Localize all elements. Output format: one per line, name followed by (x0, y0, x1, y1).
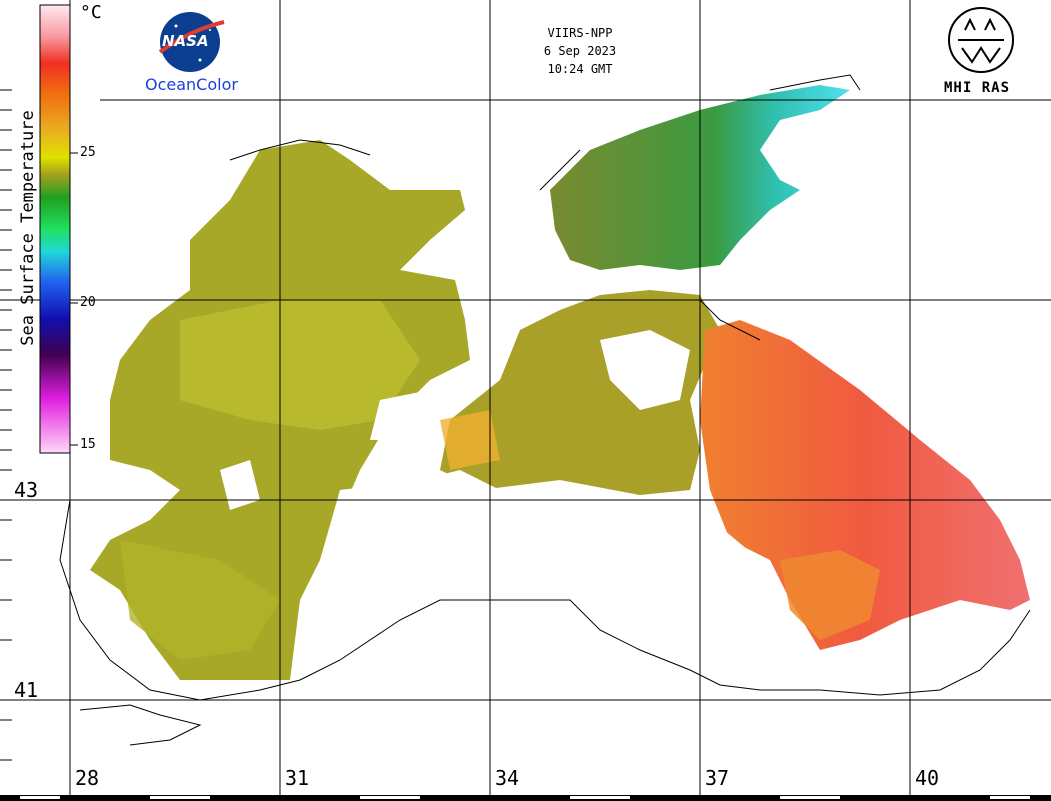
lat-label-43: 43 (14, 478, 39, 502)
satellite-label: VIIRS-NPP (547, 26, 613, 40)
colorbar-title: Sea Surface Temperature (18, 110, 38, 346)
cloud-mask (220, 330, 760, 610)
nasa-logo (158, 12, 225, 72)
nasa-text: NASA (162, 32, 209, 50)
colorbar-tick-20: 20 (80, 295, 96, 310)
time-label: 10:24 GMT (547, 62, 613, 76)
oceancolor-label: OceanColor (145, 75, 238, 94)
date-label: 6 Sep 2023 (543, 44, 617, 58)
colorbar-unit: °C (80, 2, 102, 23)
coastline (59, 74, 1031, 746)
mhi-label: MHI RAS (944, 80, 1011, 96)
colorbar-swatch (39, 4, 71, 454)
colorbar-tick-25: 25 (80, 145, 96, 160)
lon-label-28: 28 (75, 766, 100, 790)
left-scale (0, 89, 12, 761)
colorbar-tick-15: 15 (80, 437, 96, 452)
lon-label-31: 31 (285, 766, 310, 790)
lon-label-40: 40 (915, 766, 940, 790)
lon-label-37: 37 (705, 766, 730, 790)
bottom-scale (0, 795, 1051, 801)
colorbar-ticks (70, 152, 78, 446)
lat-label-41: 41 (14, 678, 39, 702)
mhi-logo (948, 7, 1014, 73)
lon-label-34: 34 (495, 766, 520, 790)
image-header: VIIRS-NPP 6 Sep 2023 10:24 GMT (520, 24, 640, 78)
